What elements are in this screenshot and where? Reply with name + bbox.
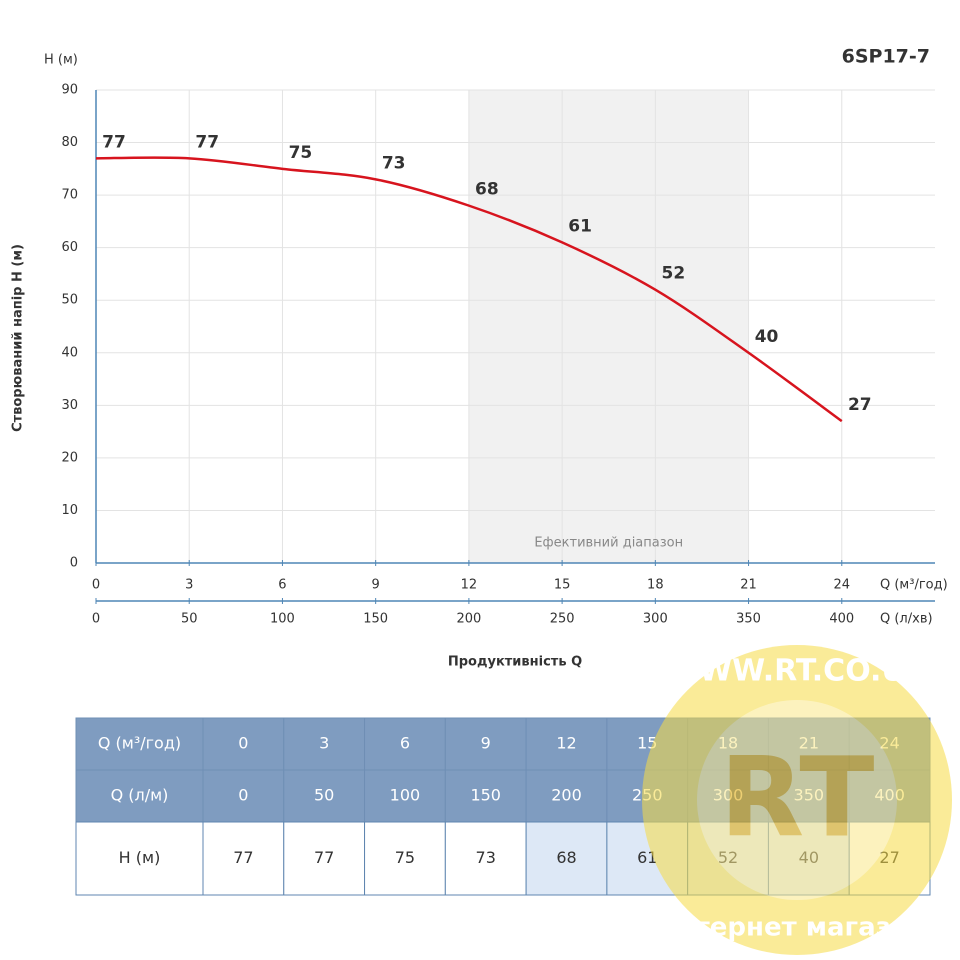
x-tick-label: 0: [92, 578, 100, 593]
table-cell-text: 6: [400, 734, 410, 753]
y-tick-label: 70: [61, 188, 78, 203]
x-axis-label: Продуктивність Q: [448, 655, 582, 670]
table-cell: [202, 821, 285, 896]
table-cell: [75, 769, 204, 823]
table-cell-text: 68: [556, 848, 576, 867]
data-label: 61: [568, 216, 592, 236]
data-label: 68: [475, 180, 499, 200]
y-tick-label: 0: [70, 556, 78, 571]
data-label: 75: [289, 143, 313, 163]
table-cell: [283, 821, 366, 896]
x2-tick-label: 50: [181, 612, 198, 627]
y-axis-label: Створюваний напір Н (м): [11, 244, 26, 432]
x-tick-label: 24: [834, 578, 851, 593]
data-label: 27: [848, 395, 872, 415]
table-cell-text: 0: [238, 734, 248, 753]
x2-tick-label: 200: [456, 612, 481, 627]
x2-tick-label: 100: [270, 612, 295, 627]
x-tick-label: 3: [185, 578, 193, 593]
watermark-logo: RT: [720, 733, 875, 861]
table-cell: [364, 769, 446, 823]
effective-range-label: Ефективний діапазон: [534, 536, 683, 551]
table-cell: [364, 717, 446, 771]
table-cell: [283, 769, 366, 823]
data-label: 52: [661, 264, 685, 284]
x2-tick-label: 250: [550, 612, 575, 627]
y-tick-label: 10: [61, 503, 78, 518]
y-tick-label: 30: [61, 398, 78, 413]
watermark-inner: [697, 700, 897, 900]
table-cell: [444, 769, 527, 823]
x2-tick-label: 300: [643, 612, 668, 627]
table-cell-text: 100: [390, 786, 421, 805]
x2-tick-label: 0: [92, 612, 100, 627]
table-cell-text: 0: [238, 786, 248, 805]
y-tick-label: 40: [61, 345, 78, 360]
table-cell-text: 75: [395, 848, 415, 867]
table-cell-text: Н (м): [119, 848, 161, 867]
table-cell: [525, 717, 608, 771]
x-unit-label: Q (м³/год): [880, 578, 948, 593]
y-tick-label: 90: [61, 83, 78, 98]
x2-tick-label: 350: [736, 612, 761, 627]
data-label: 73: [382, 153, 406, 173]
effective-range: [468, 90, 749, 563]
table-cell: [75, 717, 204, 771]
table-cell-text: 200: [551, 786, 582, 805]
x2-unit-label: Q (л/хв): [880, 612, 933, 627]
background-layer: [95, 89, 935, 564]
x-tick-label: 18: [647, 578, 664, 593]
table-cell-text: 77: [233, 848, 253, 867]
data-label: 77: [102, 132, 126, 152]
watermark: WWW.RT.CO.UA RT Інтернет магазин: [642, 645, 952, 955]
table-cell-text: 150: [470, 786, 501, 805]
watermark-caption: Інтернет магазин: [667, 913, 927, 943]
table-cell-text: 73: [476, 848, 496, 867]
x-tick-label: 6: [278, 578, 286, 593]
table-cell: [444, 821, 527, 896]
data-label: 77: [195, 132, 219, 152]
y-unit-label: Н (м): [44, 53, 78, 68]
table-cell: [75, 821, 204, 896]
x-tick-label: 21: [740, 578, 757, 593]
table-cell-text: 12: [556, 734, 576, 753]
y-tick-label: 80: [61, 135, 78, 150]
watermark-url: WWW.RT.CO.UA: [666, 654, 929, 689]
x2-tick-label: 150: [363, 612, 388, 627]
table-cell: [202, 769, 285, 823]
x-tick-label: 9: [372, 578, 380, 593]
table-cell: [202, 717, 285, 771]
table-cell-text: 9: [481, 734, 491, 753]
table-cell-text: 50: [314, 786, 334, 805]
table-cell-text: Q (л/м): [111, 786, 169, 805]
table-cell-text: 3: [319, 734, 329, 753]
table-cell: [364, 821, 446, 896]
data-label: 40: [755, 327, 779, 347]
table-cell-text: Q (м³/год): [98, 734, 181, 753]
x-tick-label: 15: [554, 578, 571, 593]
x-tick-label: 12: [461, 578, 478, 593]
y-tick-label: 20: [61, 450, 78, 465]
x2-tick-label: 400: [829, 612, 854, 627]
series-line: [95, 156, 843, 423]
chart-title: 6SP17-7: [842, 46, 930, 68]
y-tick-label: 50: [61, 293, 78, 308]
y-tick-label: 60: [61, 240, 78, 255]
table-cell-text: 77: [314, 848, 334, 867]
